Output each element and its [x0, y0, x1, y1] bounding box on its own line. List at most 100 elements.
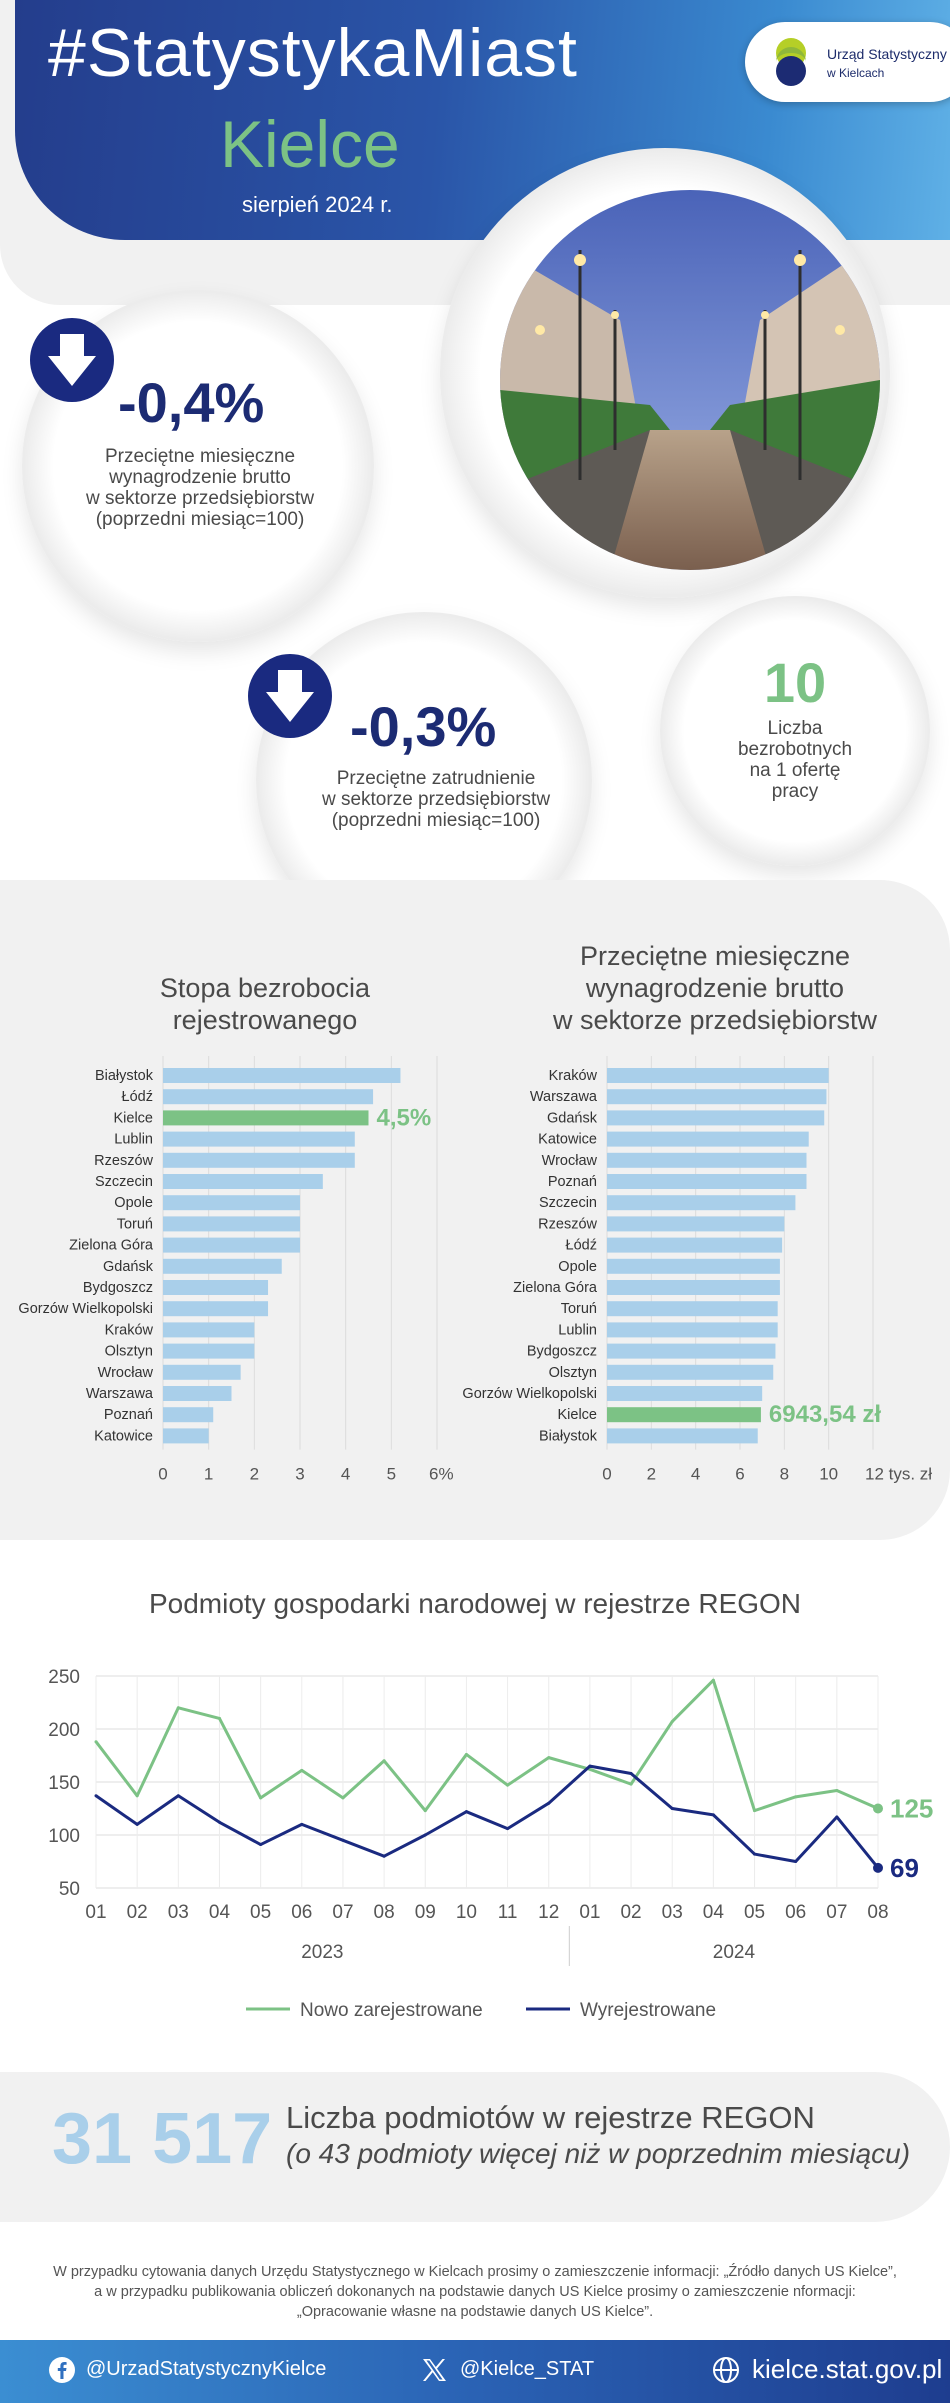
- x-tick-label: 06: [785, 1902, 806, 1923]
- data-point: [94, 1740, 98, 1744]
- bar: [163, 1386, 232, 1401]
- data-point: [835, 1788, 839, 1792]
- year-label: 2024: [713, 1942, 756, 1963]
- category-label: Katowice: [94, 1428, 153, 1444]
- highlight-value-label: 4,5%: [377, 1104, 432, 1131]
- category-label: Kraków: [549, 1068, 598, 1084]
- x-tick-label: 4: [691, 1465, 700, 1484]
- bar: [163, 1089, 374, 1105]
- x-tick-label: 0: [602, 1465, 611, 1484]
- category-label: Warszawa: [530, 1089, 598, 1105]
- employment-change-value: -0,3%: [350, 695, 497, 758]
- bar: [607, 1216, 785, 1232]
- unemployment-chart-title: Stopa bezrobocia rejestrowanego: [159, 973, 371, 1035]
- city-title: Kielce: [220, 107, 400, 181]
- x-tick-label: 02: [620, 1902, 641, 1923]
- data-point: [135, 1822, 139, 1826]
- arrow-down-icon: [30, 318, 114, 402]
- hashtag-title: #StatystykaMiast: [48, 15, 578, 91]
- bar: [163, 1152, 355, 1168]
- legend-label: Wyrejestrowane: [580, 2000, 716, 2021]
- highlight-value-label: 6943,54 zł: [769, 1401, 881, 1428]
- data-point: [300, 1768, 304, 1772]
- category-label: Rzeszów: [538, 1216, 597, 1232]
- category-label: Szczecin: [95, 1174, 153, 1190]
- highlight-bar: [163, 1110, 369, 1126]
- category-label: Lublin: [114, 1132, 153, 1148]
- data-point: [670, 1720, 674, 1724]
- x-tick-label: 01: [85, 1902, 106, 1923]
- x-tick-label: 10: [456, 1902, 477, 1923]
- category-label: Lublin: [558, 1322, 597, 1338]
- x-tick-label: 08: [374, 1902, 395, 1923]
- data-point: [382, 1854, 386, 1858]
- regon-total-panel: [0, 2072, 950, 2222]
- chart-legend: Nowo zarejestrowane Wyrejestrowane: [246, 2000, 716, 2021]
- category-label: Gdańsk: [547, 1110, 598, 1126]
- office-logo[interactable]: Urząd Statystyczny w Kielcach: [745, 22, 950, 102]
- x-tick-label: 3: [295, 1465, 304, 1484]
- regon-total-value: 31 517: [52, 2099, 273, 2179]
- bar: [607, 1089, 827, 1105]
- x-tick-label: 2: [250, 1465, 259, 1484]
- bar: [163, 1301, 269, 1317]
- x-tick-label: 6%: [429, 1465, 454, 1484]
- facebook-link[interactable]: @UrzadStatystycznyKielce: [86, 2358, 327, 2380]
- y-tick-label: 200: [48, 1720, 80, 1741]
- category-label: Poznań: [104, 1407, 153, 1423]
- bar: [163, 1322, 255, 1338]
- data-point: [794, 1860, 798, 1863]
- data-point: [547, 1756, 551, 1760]
- category-label: Białystok: [539, 1428, 598, 1444]
- category-label: Łódź: [566, 1238, 597, 1254]
- bar: [163, 1068, 401, 1083]
- series-line-registered: [94, 1678, 879, 1813]
- data-point: [259, 1796, 263, 1800]
- x-icon[interactable]: [420, 2356, 448, 2384]
- x-tick-label: 0: [158, 1465, 167, 1484]
- x-tick-label: 8: [780, 1465, 789, 1484]
- bar: [607, 1364, 774, 1380]
- logo-text-line1: Urząd Statystyczny: [827, 46, 947, 62]
- bar: [163, 1280, 269, 1295]
- twitter-link[interactable]: @Kielce_STAT: [460, 2358, 595, 2380]
- x-tick-label: 09: [415, 1902, 436, 1923]
- category-label: Kielce: [114, 1110, 154, 1126]
- data-point: [711, 1678, 715, 1682]
- data-point: [176, 1706, 180, 1710]
- bar-charts: 0 1 2 3 4 5 6% Białystok Łódź Kielce 4,5% Lublin Rze…: [18, 1056, 932, 1484]
- end-value-label: 69: [890, 1853, 919, 1883]
- bar: [163, 1216, 300, 1232]
- category-label: Gorzów Wielkopolski: [18, 1301, 153, 1317]
- x-tick-label: 04: [703, 1902, 725, 1923]
- bar: [607, 1301, 778, 1317]
- category-label: Poznań: [548, 1174, 597, 1190]
- data-point: [629, 1782, 633, 1786]
- category-label: Wrocław: [98, 1365, 154, 1381]
- x-tick-label: 11: [498, 1902, 518, 1923]
- data-point: [629, 1772, 633, 1776]
- bar: [607, 1237, 783, 1253]
- globe-icon[interactable]: [712, 2356, 740, 2384]
- data-point: [588, 1764, 592, 1768]
- category-label: Łódź: [122, 1089, 153, 1105]
- category-label: Gorzów Wielkopolski: [462, 1386, 597, 1402]
- bar: [607, 1386, 763, 1401]
- end-point: [873, 1862, 883, 1873]
- bar: [163, 1258, 282, 1274]
- category-label: Toruń: [117, 1216, 153, 1232]
- legend-label: Nowo zarejestrowane: [300, 2000, 483, 2021]
- facebook-icon[interactable]: [48, 2356, 76, 2384]
- category-label: Wrocław: [542, 1153, 598, 1169]
- category-label: Gdańsk: [103, 1259, 154, 1275]
- unemployed-per-offer-value: 10: [763, 651, 827, 714]
- report-date: sierpień 2024 r.: [242, 192, 393, 217]
- data-point: [506, 1827, 510, 1831]
- website-link[interactable]: kielce.stat.gov.pl: [752, 2354, 943, 2384]
- data-point: [94, 1794, 98, 1798]
- data-point: [300, 1822, 304, 1826]
- x-tick-label: 07: [332, 1902, 353, 1923]
- x-tick-label: 01: [579, 1902, 600, 1923]
- x-tick-label: 6: [735, 1465, 744, 1484]
- data-point: [259, 1843, 263, 1847]
